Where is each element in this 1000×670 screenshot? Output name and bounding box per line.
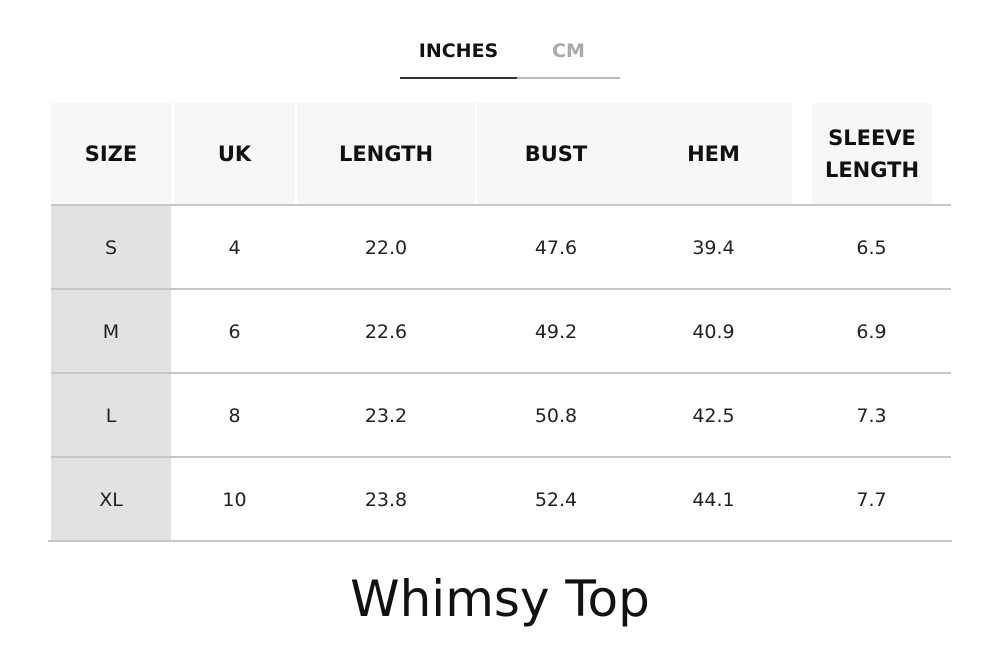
table-cell: 4	[228, 236, 241, 259]
column-header: HEM	[635, 103, 792, 205]
column-header: SIZE	[51, 103, 171, 205]
product-title: Whimsy Top	[350, 570, 650, 628]
table-cell: 23.2	[364, 404, 408, 427]
row-divider	[51, 372, 951, 374]
row-divider	[51, 204, 951, 206]
table-cell: 49.2	[534, 320, 578, 343]
column-header: LENGTH	[297, 103, 475, 205]
table-cell: 39.4	[692, 236, 735, 259]
active-tab-underline	[400, 77, 517, 79]
table-cell: 50.8	[534, 404, 578, 427]
tab-cm[interactable]: CM	[552, 40, 585, 62]
table-cell: 6.9	[856, 320, 887, 343]
table-cell: 8	[228, 404, 241, 427]
column-header: UK	[174, 103, 295, 205]
table-cell: 22.6	[364, 320, 408, 343]
table-cell: 6	[228, 320, 241, 343]
column-header: SLEEVE LENGTH	[812, 103, 932, 205]
table-cell: 47.6	[534, 236, 578, 259]
table-cell: M	[102, 320, 120, 343]
table-cell: 23.8	[364, 488, 408, 511]
table-cell: 6.5	[856, 236, 887, 259]
table-cell: 42.5	[692, 404, 735, 427]
table-cell: XL	[99, 488, 123, 511]
table-cell: 44.1	[692, 488, 735, 511]
table-cell: 40.9	[692, 320, 735, 343]
tab-underline	[517, 77, 620, 79]
row-divider	[51, 288, 951, 290]
table-cell: S	[104, 236, 118, 259]
table-cell: 22.0	[364, 236, 408, 259]
table-cell: 10	[222, 488, 247, 511]
unit-tabs: INCHES CM	[400, 40, 620, 80]
table-cell: 52.4	[534, 488, 578, 511]
row-divider	[48, 540, 952, 542]
table-cell: L	[105, 404, 117, 427]
row-divider	[51, 456, 951, 458]
column-header: BUST	[477, 103, 635, 205]
table-cell: 7.7	[856, 488, 887, 511]
table-cell: 7.3	[856, 404, 887, 427]
tab-inches[interactable]: INCHES	[418, 40, 499, 62]
